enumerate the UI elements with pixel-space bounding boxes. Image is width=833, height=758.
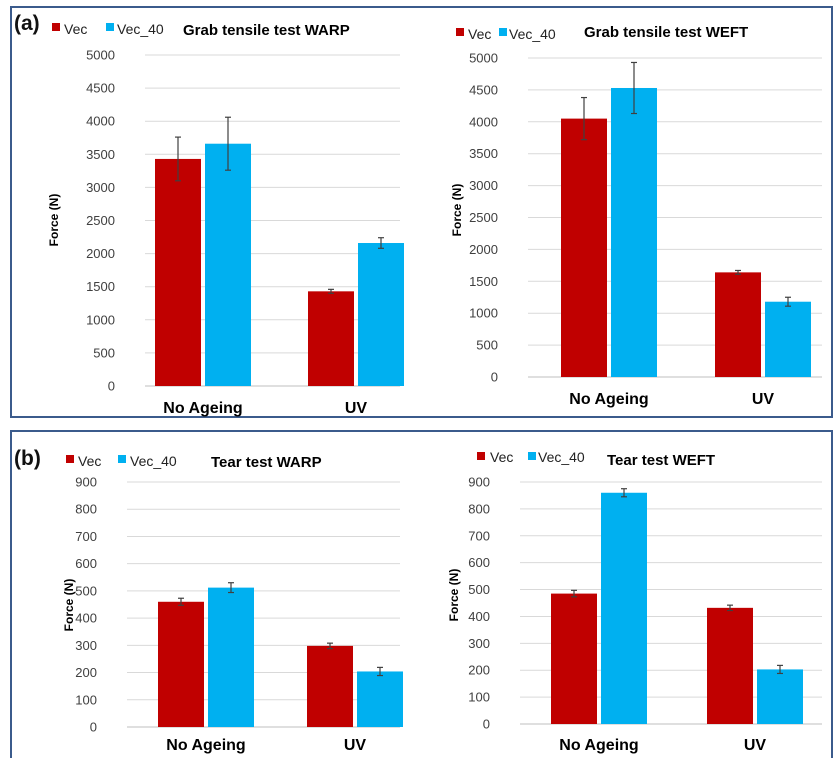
x-category-label: UV [744,737,767,754]
legend-label: Vec_40 [538,449,585,465]
y-tick-label: 3000 [86,180,115,195]
bar-vec-40-0 [208,587,254,727]
bar-vec-0 [561,118,607,378]
y-axis-label: Force (N) [62,579,76,632]
legend-label: Vec [78,453,101,469]
bar-vec-40-1 [765,301,811,377]
bar-vec-40-1 [357,671,403,727]
y-tick-label: 300 [75,638,97,653]
x-category-label: No Ageing [559,737,638,754]
bar-vec-1 [715,272,761,377]
bar-vec-40-1 [757,669,803,724]
y-tick-label: 900 [468,475,490,490]
legend-label: Vec_40 [117,21,164,37]
y-tick-label: 500 [75,583,97,598]
bar-vec-1 [308,291,354,386]
y-tick-label: 600 [75,556,97,571]
legend-swatch [528,452,536,460]
y-tick-label: 400 [75,611,97,626]
y-tick-label: 800 [75,502,97,517]
y-tick-label: 800 [468,501,490,516]
y-axis-label: Force (N) [450,184,464,237]
y-tick-label: 0 [483,717,490,732]
legend-swatch [106,23,114,31]
y-tick-label: 100 [468,690,490,705]
y-tick-label: 5000 [86,48,115,63]
y-axis-label: Force (N) [47,194,61,247]
y-tick-label: 3500 [469,146,498,161]
panel-a-frame [10,6,833,418]
panel-b-frame [10,430,833,758]
legend-swatch [456,28,464,36]
y-tick-label: 2500 [86,213,115,228]
panel-label-a: (a) [14,12,40,35]
chart-title: Tear test WEFT [607,452,715,469]
bar-vec-0 [551,593,597,724]
legend-swatch [477,452,485,460]
bar-vec-1 [307,645,353,727]
legend-label: Vec [490,449,513,465]
legend-label: Vec [64,21,87,37]
y-tick-label: 0 [108,379,115,394]
y-tick-label: 0 [90,720,97,735]
legend-label: Vec_40 [130,453,177,469]
y-tick-label: 1500 [469,274,498,289]
y-tick-label: 500 [476,338,498,353]
y-tick-label: 4000 [469,114,498,129]
y-tick-label: 500 [93,345,115,360]
x-category-label: UV [345,400,368,417]
y-tick-label: 4000 [86,114,115,129]
y-tick-label: 900 [75,475,97,490]
chart-title: Grab tensile test WEFT [584,24,748,41]
legend-swatch [499,28,507,36]
legend-label: Vec_40 [509,26,556,42]
legend-label: Vec [468,26,491,42]
y-tick-label: 1500 [86,279,115,294]
bar-vec-40-0 [611,87,657,378]
y-tick-label: 1000 [86,312,115,327]
legend-swatch [118,455,126,463]
x-category-label: No Ageing [163,400,242,417]
chart-title: Tear test WARP [211,454,322,471]
y-tick-label: 3500 [86,147,115,162]
bar-vec-40-0 [205,143,251,386]
y-tick-label: 0 [491,370,498,385]
x-category-label: No Ageing [166,737,245,754]
legend-swatch [52,23,60,31]
y-tick-label: 4500 [86,81,115,96]
x-category-label: UV [344,737,367,754]
bar-vec-40-0 [601,492,647,724]
y-tick-label: 300 [468,636,490,651]
x-category-label: No Ageing [569,391,648,408]
y-tick-label: 100 [75,692,97,707]
y-tick-label: 2000 [86,246,115,261]
y-tick-label: 1000 [469,306,498,321]
y-axis-label: Force (N) [447,569,461,622]
y-tick-label: 3000 [469,178,498,193]
x-category-label: UV [752,391,775,408]
y-tick-label: 2000 [469,242,498,257]
y-tick-label: 600 [468,555,490,570]
y-tick-label: 200 [75,665,97,680]
bar-vec-0 [158,601,204,727]
y-tick-label: 700 [468,528,490,543]
bar-vec-40-1 [358,243,404,386]
bar-vec-1 [707,607,753,724]
y-tick-label: 500 [468,582,490,597]
y-tick-label: 2500 [469,210,498,225]
y-tick-label: 700 [75,529,97,544]
legend-swatch [66,455,74,463]
y-tick-label: 5000 [469,51,498,66]
bar-vec-0 [155,158,201,386]
y-tick-label: 400 [468,609,490,624]
y-tick-label: 4500 [469,82,498,97]
y-tick-label: 200 [468,663,490,678]
panel-label-b: (b) [14,447,41,470]
chart-title: Grab tensile test WARP [183,22,350,39]
